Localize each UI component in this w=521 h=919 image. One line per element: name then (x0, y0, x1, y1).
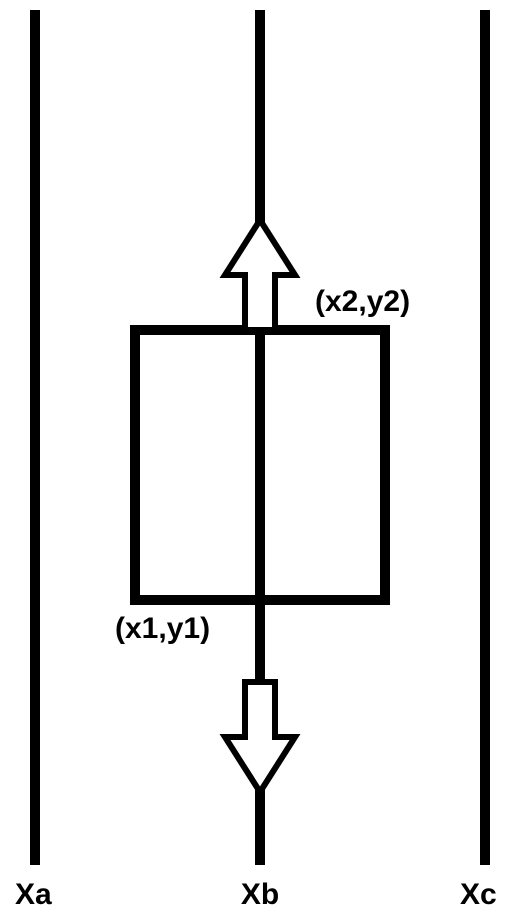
label-xa: Xa (15, 878, 52, 912)
lane-diagram (0, 0, 521, 919)
label-xc: Xc (460, 878, 497, 912)
label-xb: Xb (241, 878, 279, 912)
label-x1y1: (x1,y1) (115, 612, 210, 646)
label-x2y2: (x2,y2) (315, 285, 410, 319)
